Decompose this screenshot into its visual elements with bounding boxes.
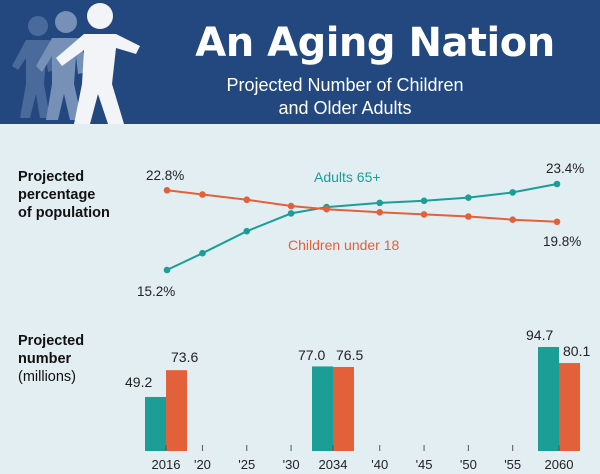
- page-title: An Aging Nation: [195, 20, 555, 66]
- number-label-line-3: (millions): [18, 369, 76, 385]
- x-tick-label: '55: [504, 457, 521, 472]
- children-point: [420, 211, 428, 218]
- bar-value-label: 77.0: [298, 347, 325, 363]
- children-point: [163, 186, 171, 194]
- children-point: [465, 213, 472, 220]
- children-series-label: Children under 18: [288, 237, 400, 253]
- children-bar: [333, 366, 354, 451]
- page-subtitle: Projected Number of Children and Older A…: [185, 74, 505, 120]
- people-figures-icon: [12, 3, 140, 124]
- children-point: [323, 205, 330, 213]
- bar-value-label: 80.1: [563, 343, 590, 359]
- children-bar: [166, 370, 187, 451]
- x-tick-label: '20: [194, 457, 211, 472]
- number-label-line-2: number: [18, 351, 72, 367]
- adults-point: [553, 180, 561, 188]
- adults-point: [465, 194, 472, 201]
- bar-value-label: 73.6: [171, 349, 198, 365]
- number-label-line-1: Projected: [18, 333, 85, 349]
- bar-value-label: 94.7: [526, 327, 553, 343]
- adults-series-label: Adults 65+: [314, 169, 381, 185]
- children-bar: [559, 363, 580, 451]
- adults-point: [420, 197, 428, 205]
- bar-value-label: 76.5: [336, 347, 363, 363]
- subtitle-line-2: and Older Adults: [278, 98, 412, 118]
- children-point: [243, 196, 251, 204]
- header-banner: An Aging Nation Projected Number of Chil…: [0, 0, 600, 124]
- x-tick-label: '30: [283, 457, 300, 472]
- adults-point: [287, 210, 295, 217]
- adults-bar: [538, 347, 559, 451]
- adults-start-label: 15.2%: [137, 284, 175, 299]
- x-tick-label: 2060: [545, 457, 574, 472]
- adults-end-label: 23.4%: [546, 161, 584, 176]
- children-start-label: 22.8%: [146, 168, 184, 183]
- adults-bar: [312, 366, 333, 451]
- percentage-label-line-1: Projected: [18, 169, 85, 185]
- adults-point: [243, 227, 251, 235]
- adults-line: [166, 183, 558, 271]
- x-tick-label: '45: [416, 457, 433, 472]
- x-tick-label: '50: [460, 457, 477, 472]
- x-tick-label: 2034: [319, 457, 348, 472]
- adults-point: [199, 249, 206, 257]
- x-tick-label: '25: [238, 457, 255, 472]
- children-end-label: 19.8%: [543, 234, 581, 249]
- children-point: [553, 218, 561, 226]
- children-point: [287, 202, 295, 210]
- children-point: [376, 209, 384, 216]
- adults-point: [376, 199, 384, 207]
- x-tick-label: 2016: [152, 457, 181, 472]
- children-point: [199, 191, 206, 198]
- number-row-label: Projected number (millions): [18, 332, 84, 386]
- children-line: [166, 189, 558, 223]
- percentage-label-line-2: percentage: [18, 187, 96, 203]
- x-tick-label: '40: [371, 457, 388, 472]
- percentage-label-line-3: of population: [18, 205, 110, 221]
- adults-point: [163, 266, 171, 274]
- subtitle-line-1: Projected Number of Children: [226, 75, 464, 95]
- bar-value-label: 49.2: [125, 374, 152, 390]
- children-point: [509, 216, 516, 223]
- adults-point: [509, 189, 516, 196]
- adults-bar: [145, 396, 166, 451]
- percentage-row-label: Projected percentage of population: [18, 168, 110, 222]
